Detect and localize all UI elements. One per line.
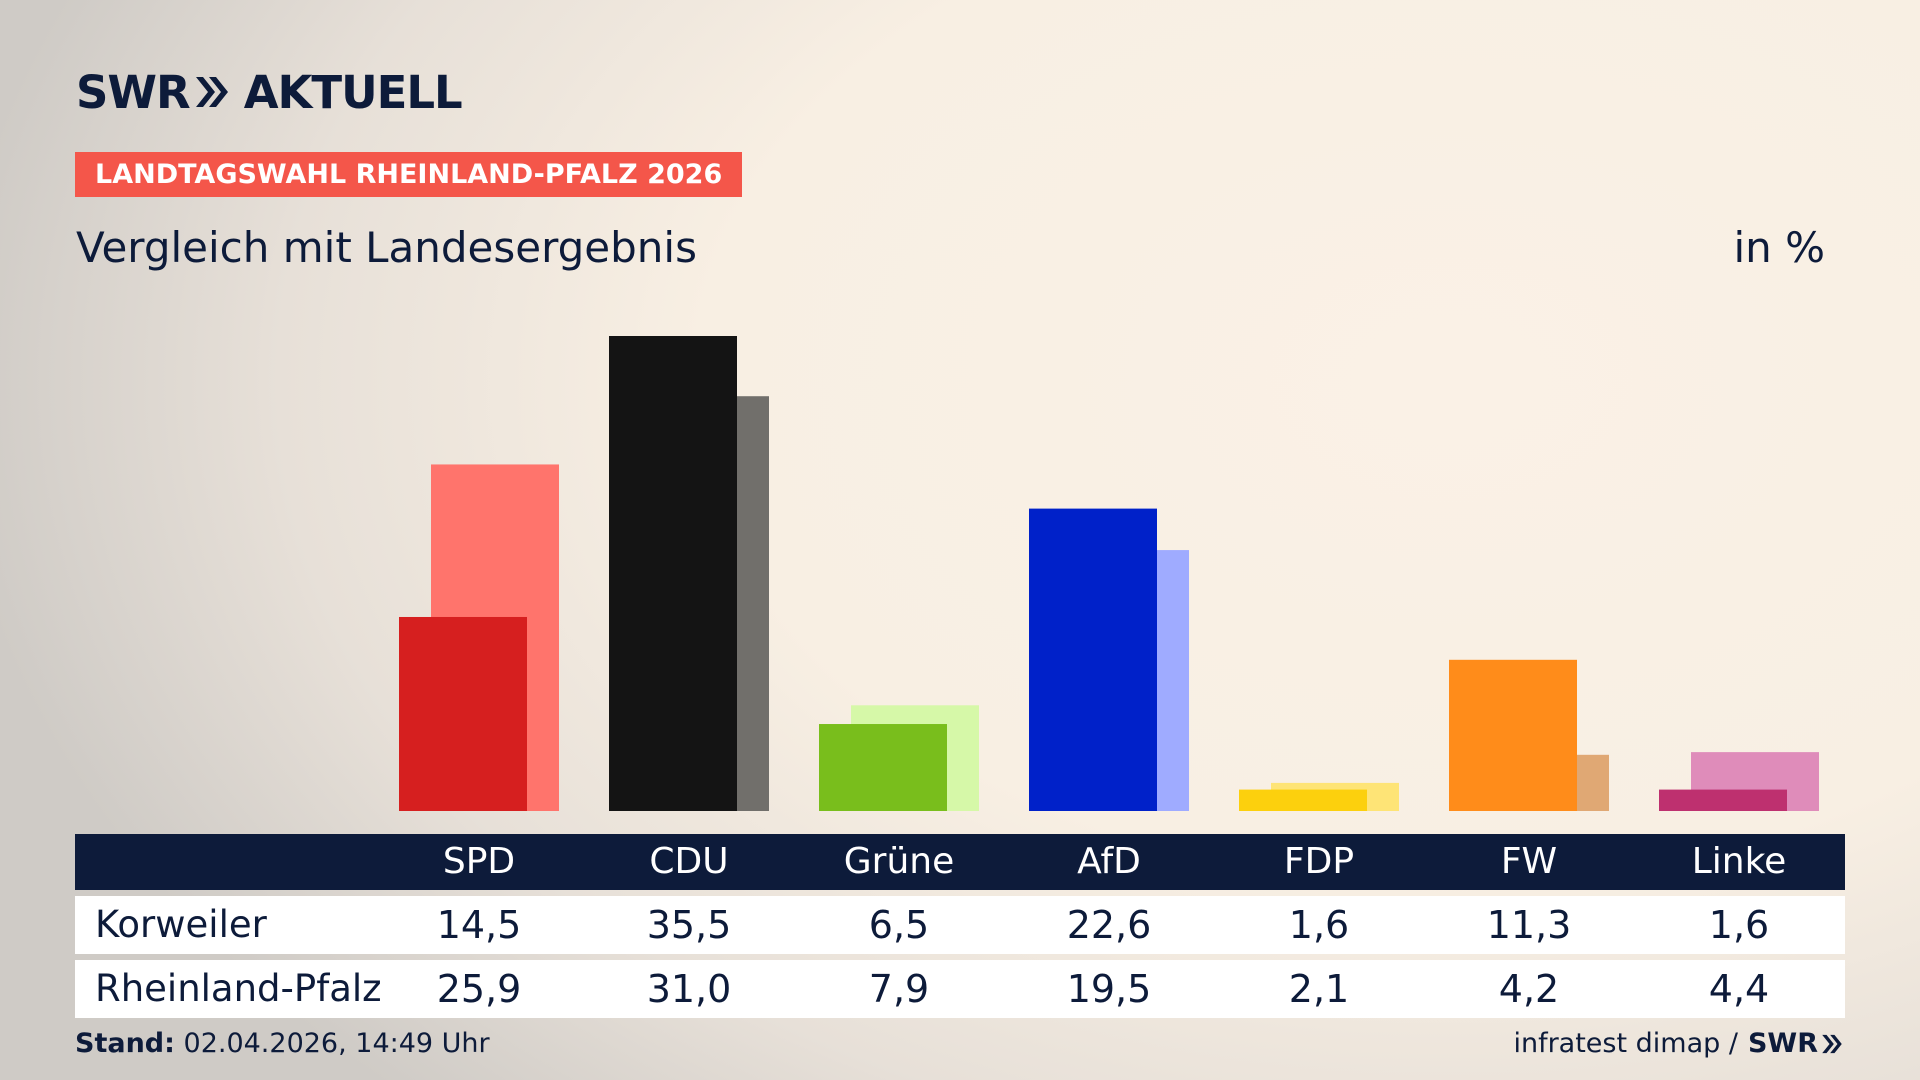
bar-cdu-korweiler [609,336,737,811]
value-gruene-rheinland-pfalz: 7,9 [868,967,930,1011]
logo-product: AKTUELL [243,65,463,119]
unit-label: in % [1733,223,1825,272]
value-spd-korweiler: 14,5 [436,903,522,947]
results-table: SPD CDU Grüne AfD FDP FW Linke Korweiler 14,5 3… [75,834,1845,1018]
logo-brand: SWR [76,65,191,119]
bar-afd-korweiler [1029,508,1157,811]
column-header-cdu: CDU [649,841,729,882]
bar-fw-korweiler [1449,659,1577,811]
stand-value: 02.04.2026, 14:49 Uhr [183,1028,490,1059]
column-header-fdp: FDP [1283,841,1355,882]
value-fw-rheinland-pfalz: 4,2 [1498,967,1560,1011]
column-header-fw: FW [1500,841,1558,882]
value-afd-rheinland-pfalz: 19,5 [1066,967,1152,1011]
election-tag: LANDTAGSWAHL RHEINLAND-PFALZ 2026 [75,152,743,197]
timestamp: Stand: 02.04.2026, 14:49 Uhr [75,1028,490,1059]
bar-linke-korweiler [1659,789,1787,811]
row-label-rheinland-pfalz: Rheinland-Pfalz [95,967,382,1010]
value-cdu-rheinland-pfalz: 31,0 [646,967,732,1011]
column-header-spd: SPD [442,841,516,882]
source-credit: infratest dimap / SWR [1513,1028,1843,1059]
column-header-gruene: Grüne [843,841,955,882]
value-fdp-korweiler: 1,6 [1288,903,1350,947]
source-text: infratest dimap / [1513,1028,1738,1059]
value-afd-korweiler: 22,6 [1066,903,1152,947]
table-row-rheinland-pfalz: Rheinland-Pfalz 25,9 31,0 7,9 19,5 2,1 4,2 4,4 [75,960,1845,1018]
value-spd-rheinland-pfalz: 25,9 [436,967,522,1011]
value-linke-rheinland-pfalz: 4,4 [1708,967,1770,1011]
value-fdp-rheinland-pfalz: 2,1 [1288,967,1350,1011]
small-chevron-icon [1822,1034,1842,1053]
swr-aktuell-logo: SWR AKTUELL [76,65,463,119]
column-header-afd: AfD [1077,841,1141,882]
value-gruene-korweiler: 6,5 [868,903,930,947]
bar-gruene-korweiler [819,724,947,811]
row-label-korweiler: Korweiler [95,903,267,946]
value-linke-korweiler: 1,6 [1708,903,1770,947]
value-cdu-korweiler: 35,5 [646,903,732,947]
swr-small-logo: SWR [1748,1028,1843,1059]
bar-chart [399,336,1819,811]
column-header-linke: Linke [1691,841,1787,882]
table-row-korweiler: Korweiler 14,5 35,5 6,5 22,6 1,6 11,3 1,6 [75,896,1845,954]
swr-small-brand: SWR [1747,1028,1818,1059]
stand-label: Stand: [75,1028,175,1059]
bar-spd-korweiler [399,616,527,811]
value-fw-korweiler: 11,3 [1486,903,1572,947]
table-header-row: SPD CDU Grüne AfD FDP FW Linke [75,834,1845,890]
double-chevron-icon [194,75,230,109]
bar-fdp-korweiler [1239,789,1367,811]
chart-subtitle: Vergleich mit Landesergebnis [76,223,697,272]
